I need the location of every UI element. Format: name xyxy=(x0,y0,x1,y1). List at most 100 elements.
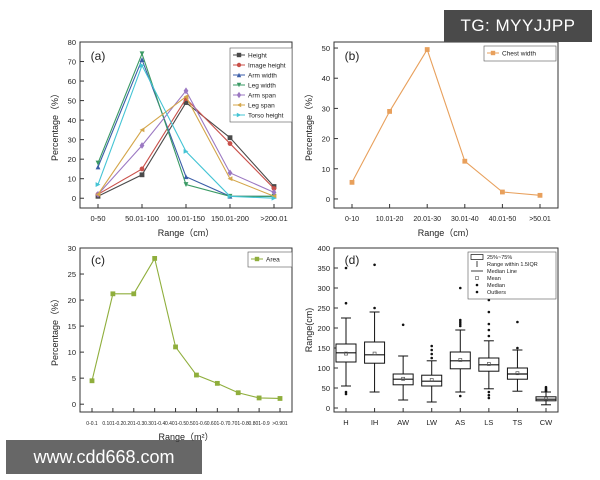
panel-3-series-0-point-9 xyxy=(277,396,283,401)
panel-4-outlier-4-0 xyxy=(458,394,462,398)
panel-4-frame xyxy=(333,247,559,413)
panel-4-xtick-label-2: AW xyxy=(397,418,410,427)
panel-1-xtick-label-1: 50.01-100 xyxy=(125,214,159,223)
panel-1-series-1-point-1 xyxy=(139,166,145,172)
panel-1-ytick-label-2: 20 xyxy=(68,155,76,164)
panel-3-series-0-point-8 xyxy=(256,395,262,401)
panel-4-xtick-label-0: H xyxy=(343,418,348,427)
panel-3-xtick-label-5: 0.501-0.6 xyxy=(186,421,207,427)
panel-4-label: (d) xyxy=(345,253,360,267)
panel-1-legend-label-6: Torso height xyxy=(248,113,284,120)
panel-3-ytick-label-5: 25 xyxy=(68,270,76,279)
panel-4-outlier-3-3 xyxy=(430,344,434,348)
panel-1-xtick-label-2: 100.01-150 xyxy=(167,214,205,223)
panel-4-legend-marker-0 xyxy=(470,254,484,260)
panel-4-mean-6 xyxy=(515,371,520,376)
panel-1-series-6-point-2 xyxy=(183,148,189,154)
panel-2-xtick-label-2: 20.01-30 xyxy=(413,216,441,223)
panel-1-legend-label-5: Leg span xyxy=(248,103,275,110)
panel-4-xtick-label-6: TS xyxy=(513,418,523,427)
panel-4-outlier-1-0 xyxy=(373,306,376,310)
panel-4-outlier-0-3 xyxy=(344,266,348,270)
panel-1-ytick-label-0: 0 xyxy=(72,194,76,203)
panel-1-series-5-point-4 xyxy=(271,193,277,199)
panel-4-outlier-3-0 xyxy=(430,356,434,360)
panel-4-outlier-5-5 xyxy=(487,322,491,326)
panel-4-ytick-label-5: 250 xyxy=(317,304,330,313)
panel-4-legend-marker-4 xyxy=(475,283,479,287)
panel-2-series-0-point-5 xyxy=(537,192,543,198)
panel-4-ytick-label-8: 400 xyxy=(317,244,330,253)
panel-4-legend-label-2: Median Line xyxy=(487,269,517,275)
panel-1-ytick-label-8: 80 xyxy=(68,38,76,47)
panel-4-outlier-5-7 xyxy=(487,298,491,302)
panel-1-series-6-point-4 xyxy=(271,195,277,201)
panel-3-label: (c) xyxy=(91,253,105,267)
panel-1-series-6-point-0 xyxy=(95,182,101,187)
panel-1-xtick-label-4: >200.01 xyxy=(260,214,287,223)
panel-4-legend-label-1: Range within 1.5IQR xyxy=(487,262,538,268)
panel-1-ytick-label-3: 30 xyxy=(68,136,76,145)
panel-1-legend-label-2: Arm width xyxy=(248,73,277,80)
panel-3-legend-box xyxy=(247,251,293,268)
panel-4-outlier-4-2 xyxy=(458,322,462,326)
panel-4-mean-0 xyxy=(344,351,348,356)
panel-1-series-4-point-3 xyxy=(227,169,233,177)
panel-2-xtick-label-0: 0-10 xyxy=(345,216,359,223)
panel-4-xtick-label-5: LS xyxy=(484,418,493,427)
panel-4-legend-label-3: Mean xyxy=(487,276,501,282)
panel-1-legend-label-0: Height xyxy=(248,53,267,60)
panel-1-ylabel: Percentage（%） xyxy=(50,89,60,161)
watermark-bottom: www.cdd668.com xyxy=(6,440,202,474)
panel-4-outlier-6-0 xyxy=(516,346,519,350)
panel-4-xtick-label-3: LW xyxy=(426,418,438,427)
panel-1-legend-marker-2 xyxy=(236,72,242,78)
panel-2-legend-box xyxy=(483,45,557,62)
panel-3-xtick-label-8: 0.801-0.9 xyxy=(249,421,270,427)
panel-1-xtick-label-3: 150.01-200 xyxy=(211,214,249,223)
panel-4-outlier-4-3 xyxy=(458,320,462,324)
panel-1-series-5-point-2 xyxy=(183,94,189,100)
panel-1-series-0-point-3 xyxy=(227,135,233,141)
panel-1-series-3-point-1 xyxy=(139,51,145,57)
panel-1-legend-marker-0 xyxy=(236,52,242,58)
panel-2-xtick-label-3: 30.01-40 xyxy=(451,216,479,223)
panel-1-ytick-label-1: 10 xyxy=(68,175,76,184)
panel-4-outlier-5-4 xyxy=(487,328,491,332)
panel-1-series-5-point-1 xyxy=(139,127,145,133)
panel-4-outlier-0-1 xyxy=(344,392,348,396)
panel-4-mean-3 xyxy=(429,378,434,382)
panel-3-series-0-point-4 xyxy=(173,344,178,350)
panel-4-ytick-label-6: 300 xyxy=(317,284,330,293)
panel-4-outlier-1-1 xyxy=(373,263,376,267)
panel-1-legend-marker-3 xyxy=(236,82,242,88)
panel-1-ytick-label-6: 60 xyxy=(68,77,76,86)
panel-1-legend-label-4: Arm span xyxy=(248,93,276,100)
panel-1-series-6-point-3 xyxy=(227,193,233,199)
panel-1-series-0-point-2 xyxy=(183,100,189,105)
panel-2-series-0-point-1 xyxy=(387,109,392,114)
panel-4-ytick-label-1: 50 xyxy=(322,384,330,393)
panel-3-xtick-label-0: 0-0.1 xyxy=(86,421,98,427)
panel-3-legend-label-0: Area xyxy=(266,257,280,264)
panel-2-series-0-point-0 xyxy=(349,179,355,185)
panel-4-outlier-5-6 xyxy=(487,310,491,314)
panel-4-outlier-3-2 xyxy=(430,348,434,352)
panel-1-xtick-label-0: 0-50 xyxy=(90,214,105,223)
panel-3-xtick-label-4: 0.401-0.5 xyxy=(165,421,186,427)
panel-1-legend-marker-5 xyxy=(236,102,242,108)
panel-3-frame xyxy=(79,247,293,413)
panel-2-legend-marker-0 xyxy=(490,50,496,56)
panel-2-ylabel: Percentage（%） xyxy=(304,89,314,161)
panel-4-legend-marker-5 xyxy=(475,290,479,294)
panel-1-series-4-point-1 xyxy=(139,142,145,149)
panel-2-ytick-label-0: 0 xyxy=(326,195,330,204)
panel-2-ytick-label-3: 30 xyxy=(322,104,330,113)
panel-3-series-0-point-3 xyxy=(152,256,158,261)
panel-3-legend-marker-0 xyxy=(254,256,260,262)
panel-3-xtick-label-6: 0.601-0.7 xyxy=(207,421,228,427)
panel-2-xtick-label-4: 40.01-50 xyxy=(489,216,517,223)
panel-3-xtick-label-9: >0.901 xyxy=(272,421,288,427)
panel-3-ylabel: Percentage（%） xyxy=(50,294,60,366)
